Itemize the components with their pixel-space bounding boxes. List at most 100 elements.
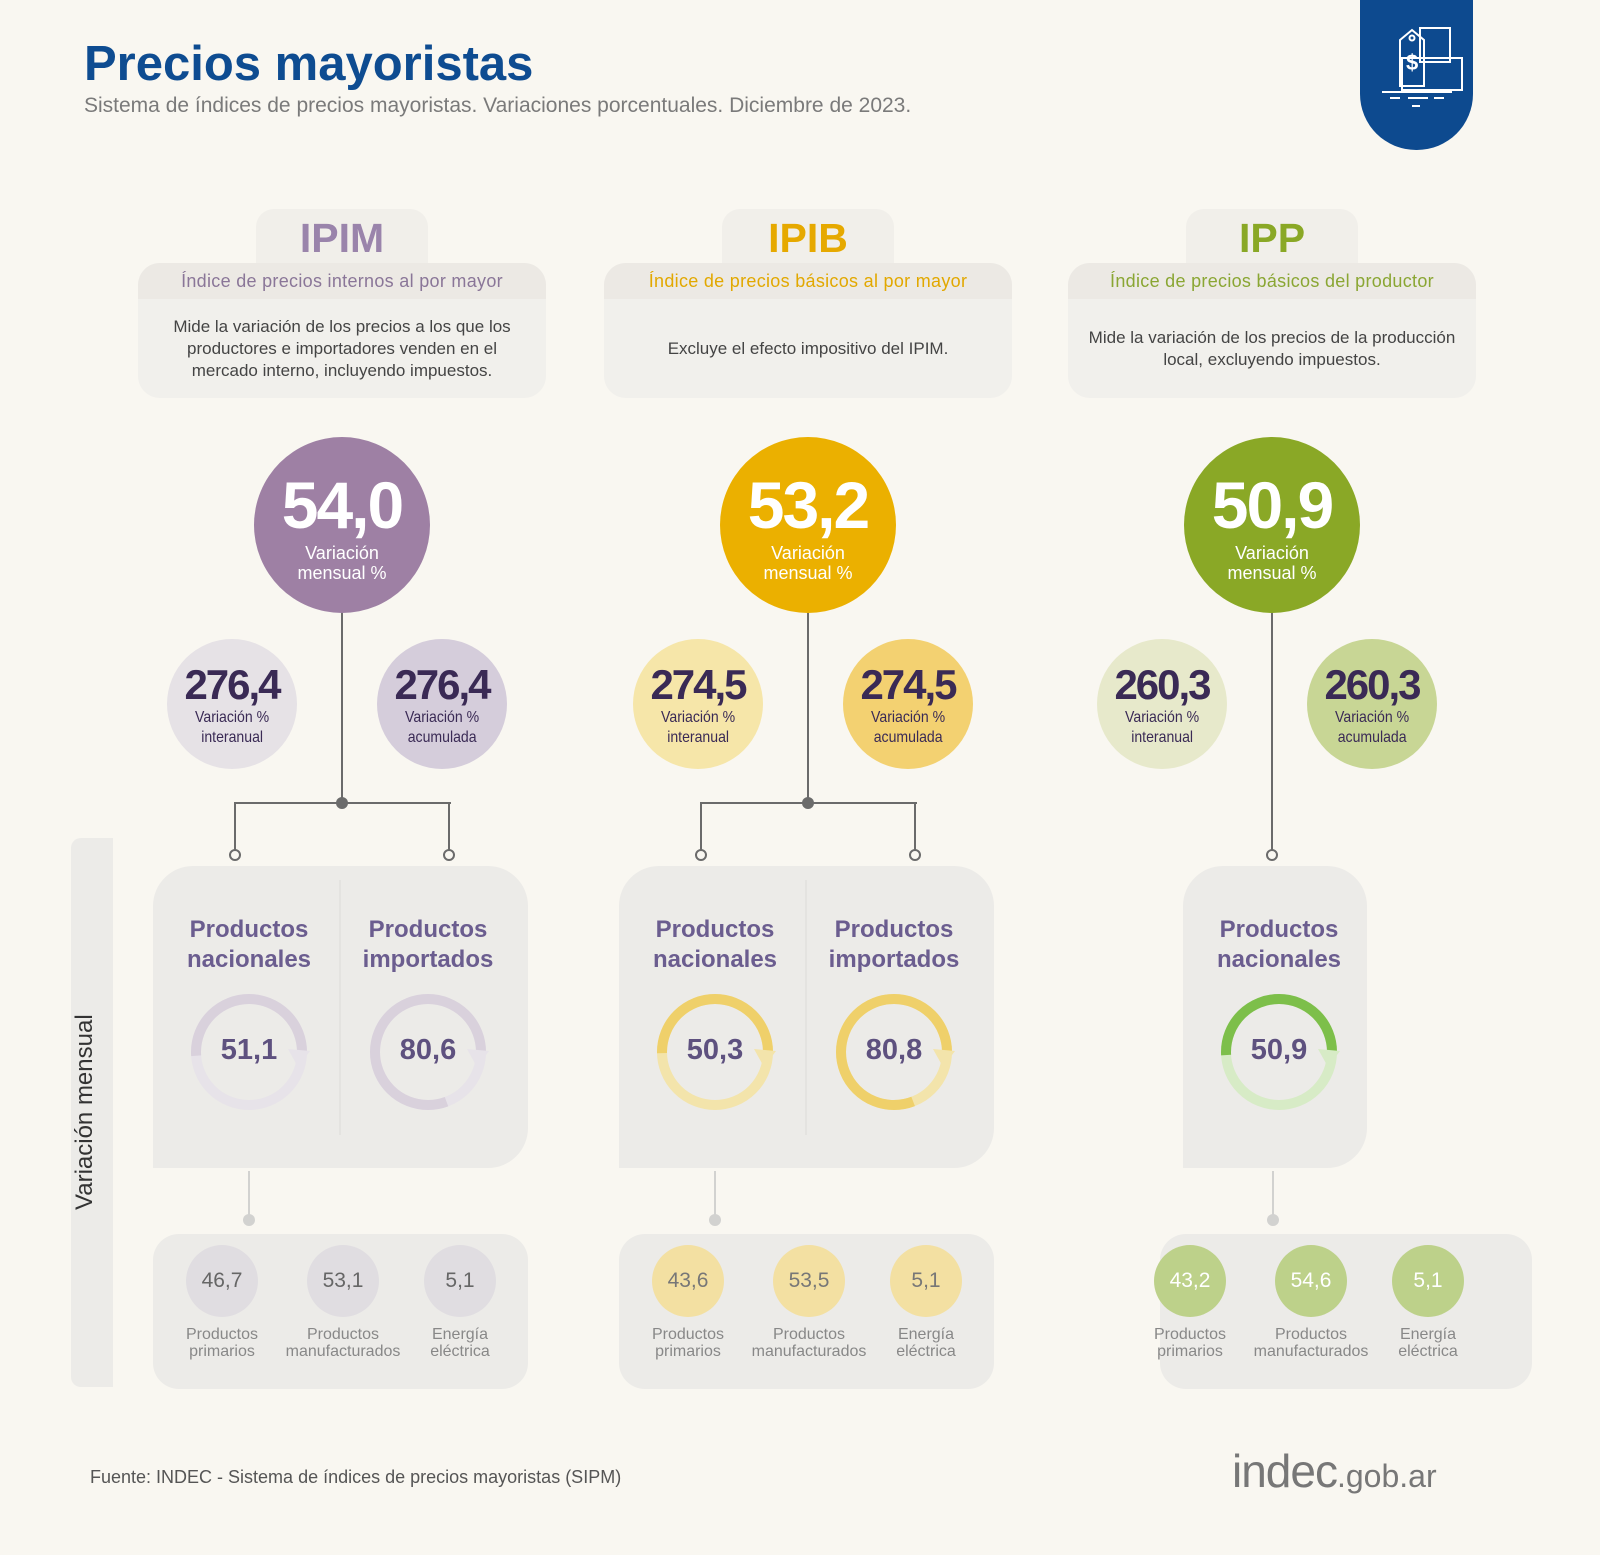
breakdown-label: Productos manufacturados (273, 1326, 413, 1360)
monthly-label: mensual % (297, 563, 387, 583)
monthly-label: Variación (771, 543, 845, 563)
connector-line (235, 802, 451, 804)
interanual-label: interanual (1131, 729, 1193, 746)
product-group-title: Productos nacionales (625, 915, 805, 975)
side-label: Variación mensual (71, 1014, 98, 1210)
breakdown-label: Energía eléctrica (1358, 1326, 1498, 1360)
breakdown-circle: 5,1 (1392, 1245, 1464, 1317)
breakdown-label-line2: eléctrica (430, 1343, 490, 1360)
interanual-label: Variación % (194, 709, 270, 726)
product-group-title-line1: Productos (368, 916, 488, 943)
breakdown-label-line1: Productos (306, 1326, 380, 1343)
monthly-label: Variación (1235, 543, 1309, 563)
product-group-title-line1: Productos (655, 916, 775, 943)
price-tag-boxes-icon: $ (1382, 27, 1463, 107)
interanual-label: Variación % (1124, 709, 1200, 726)
breakdown-circle: 53,5 (773, 1245, 845, 1317)
connector-line (701, 802, 917, 804)
acumulada-variation-circle: 276,4 Variación % acumulada (377, 639, 507, 769)
acumulada-label: Variación % (870, 709, 946, 726)
interanual-variation-circle: 276,4 Variación % interanual (167, 639, 297, 769)
monthly-label: Variación (305, 543, 379, 563)
breakdown-circle: 5,1 (890, 1245, 962, 1317)
monthly-value: 54,0 (281, 468, 404, 542)
connector-line (1271, 600, 1273, 855)
acumulada-value: 276,4 (394, 661, 491, 708)
variation-ring (1221, 994, 1340, 1110)
breakdown-dot (1267, 1214, 1279, 1226)
breakdown-label: Productos primarios (1120, 1326, 1260, 1360)
ring-arrow-icon (467, 1049, 489, 1067)
monthly-variation-circle: 54,0 Variación mensual % (254, 437, 430, 613)
product-group-title: Productos nacionales (159, 915, 339, 975)
breakdown-label: Energía eléctrica (390, 1326, 530, 1360)
breakdown-label-line1: Productos (772, 1326, 846, 1343)
interanual-label: interanual (667, 729, 729, 746)
connector-line (700, 802, 702, 850)
interanual-variation-circle: 260,3 Variación % interanual (1097, 639, 1227, 769)
index-description-box: Índice de precios básicos del productor M… (1068, 263, 1476, 398)
breakdown-connector (1272, 1171, 1274, 1215)
page-subtitle: Sistema de índices de precios mayoristas… (84, 94, 912, 117)
variation-ring (191, 994, 310, 1110)
breakdown-label-line1: Productos (1274, 1326, 1348, 1343)
connector-node (695, 849, 707, 861)
breakdown-label-line1: Energía (431, 1326, 489, 1343)
index-name: Índice de precios internos al por mayor (138, 263, 546, 299)
breakdown-label-line1: Energía (897, 1326, 955, 1343)
acumulada-label: Variación % (1334, 709, 1410, 726)
monthly-label: mensual % (1227, 563, 1317, 583)
interanual-variation-circle: 274,5 Variación % interanual (633, 639, 763, 769)
interanual-value: 274,5 (650, 661, 747, 708)
breakdown-label-line2: manufacturados (285, 1343, 401, 1360)
monthly-variation-circle: 53,2 Variación mensual % (720, 437, 896, 613)
breakdown-label: Energía eléctrica (856, 1326, 996, 1360)
connector-node (443, 849, 455, 861)
acumulada-label: acumulada (1337, 729, 1407, 746)
breakdown-connector (248, 1171, 250, 1215)
breakdown-circle: 5,1 (424, 1245, 496, 1317)
breakdown-dot (243, 1214, 255, 1226)
panel-divider (805, 880, 807, 1135)
ring-arrow-icon (1318, 1049, 1340, 1067)
logo-text: indec (1232, 1445, 1338, 1497)
breakdown-circle: 43,2 (1154, 1245, 1226, 1317)
variation-ring (657, 994, 776, 1110)
product-group-title: Productos importados (338, 915, 518, 975)
acumulada-label: Variación % (404, 709, 480, 726)
monthly-value: 53,2 (747, 468, 870, 542)
page-title: Precios mayoristas (84, 37, 534, 91)
product-group-title-line2: importados (828, 946, 960, 973)
product-group-title-line1: Productos (1219, 916, 1339, 943)
product-group-title-line2: nacionales (1216, 946, 1342, 973)
index-description: Mide la variación de los precios de la p… (1088, 327, 1456, 369)
product-group-value: 50,3 (686, 1034, 744, 1066)
monthly-label: mensual % (763, 563, 853, 583)
acumulada-value: 274,5 (860, 661, 957, 708)
ring-arrow-icon (754, 1049, 776, 1067)
index-code-tab: IPIB (722, 209, 894, 265)
index-code-tab: IPIM (256, 209, 428, 265)
product-group-title-line2: nacionales (652, 946, 778, 973)
breakdown-label-line1: Productos (651, 1326, 725, 1343)
product-group-title: Productos nacionales (1189, 915, 1369, 975)
breakdown-label: Productos manufacturados (1241, 1326, 1381, 1360)
connector-node (1266, 849, 1278, 861)
breakdown-label-line1: Energía (1399, 1326, 1457, 1343)
breakdown-label-line2: primarios (189, 1343, 255, 1360)
indec-logo[interactable]: indec.gob.ar (1232, 1444, 1437, 1498)
product-group-value: 80,6 (399, 1034, 457, 1066)
acumulada-variation-circle: 260,3 Variación % acumulada (1307, 639, 1437, 769)
monthly-variation-circle: 50,9 Variación mensual % (1184, 437, 1360, 613)
products-panel (1183, 866, 1367, 1168)
connector-line (341, 600, 343, 803)
breakdown-label: Productos primarios (618, 1326, 758, 1360)
product-group-title: Productos importados (804, 915, 984, 975)
panel-divider (339, 880, 341, 1135)
breakdown-label-line2: manufacturados (1253, 1343, 1369, 1360)
breakdown-circle: 53,1 (307, 1245, 379, 1317)
product-group-value: 80,8 (865, 1034, 923, 1066)
product-group-value: 50,9 (1250, 1034, 1308, 1066)
connector-line (914, 802, 916, 850)
connector-node (909, 849, 921, 861)
